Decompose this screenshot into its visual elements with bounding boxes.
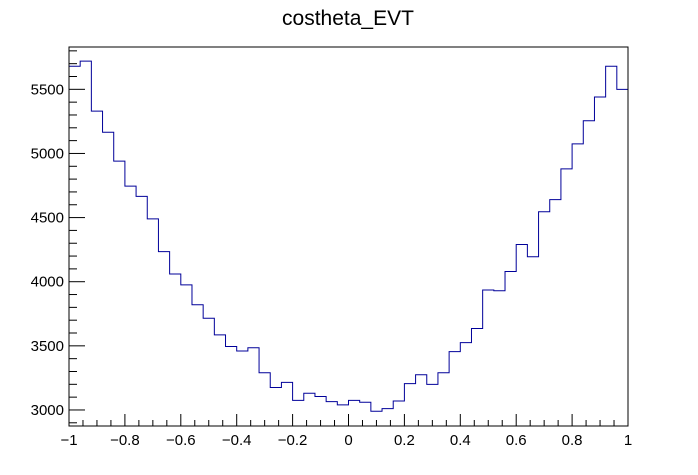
plot-frame [68, 46, 629, 427]
x-tick-label: −0.8 [110, 432, 140, 449]
x-tick-label: 0.2 [394, 432, 415, 449]
x-tick-label: 0 [344, 432, 352, 449]
y-tick-label: 5000 [31, 145, 64, 162]
y-tick-label: 5500 [31, 81, 64, 98]
histogram-series-line [69, 60, 628, 412]
x-tick-label: −1 [60, 432, 77, 449]
x-tick-label: 1 [624, 432, 632, 449]
y-tick-label: 4500 [31, 210, 64, 227]
x-tick-label: 0.6 [506, 432, 527, 449]
x-tick-label: −0.4 [222, 432, 252, 449]
x-tick-label: 0.4 [450, 432, 471, 449]
x-tick-label: −0.6 [166, 432, 196, 449]
y-tick-label: 3000 [31, 402, 64, 419]
x-tick-label: 0.8 [562, 432, 583, 449]
y-tick-label: 3500 [31, 338, 64, 355]
chart-title: costheta_EVT [282, 7, 414, 30]
axes-layer: −1 −0.8 −0.6 −0.4 −0.2 0 0.2 0.4 0.6 0.8 1 3000 3500… [31, 50, 632, 449]
y-tick-label: 4000 [31, 274, 64, 291]
x-tick-label: −0.2 [278, 432, 308, 449]
